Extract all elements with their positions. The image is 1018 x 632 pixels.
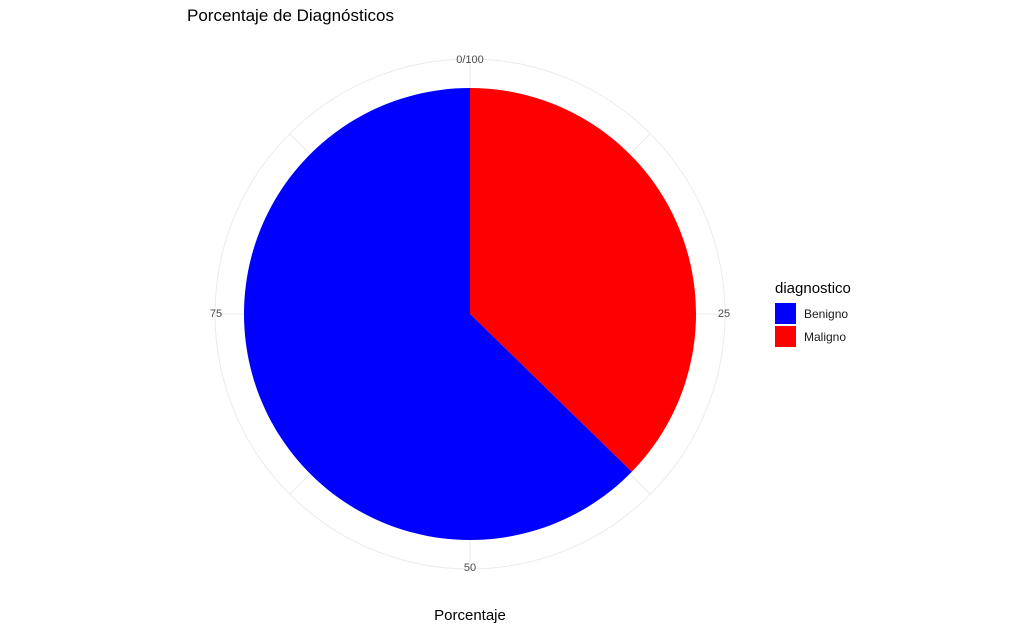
- legend-label-maligno: Maligno: [804, 329, 847, 344]
- theta-tick-labels: 0/100 25 50 75: [210, 54, 730, 574]
- legend-item-benigno: Benigno: [775, 302, 851, 325]
- x-axis-label: Porcentaje: [434, 607, 506, 624]
- theta-tick-label-0-100: 0/100: [456, 54, 484, 66]
- chart-title: Porcentaje de Diagnósticos: [187, 6, 394, 25]
- theta-tick-label-75: 75: [210, 308, 222, 320]
- pie-slices: [244, 88, 697, 540]
- legend-title: diagnostico: [775, 280, 851, 297]
- legend-item-maligno: Maligno: [775, 325, 851, 348]
- pie-slice-benigno: [244, 88, 632, 540]
- theta-tick-label-25: 25: [718, 308, 730, 320]
- theta-tick-label-50: 50: [464, 562, 476, 574]
- legend-swatch-maligno: [775, 326, 796, 347]
- legend-label-benigno: Benigno: [804, 306, 849, 321]
- legend: diagnostico Benigno Maligno: [775, 280, 851, 348]
- legend-swatch-benigno: [775, 303, 796, 324]
- pie-slice-maligno: [470, 88, 697, 472]
